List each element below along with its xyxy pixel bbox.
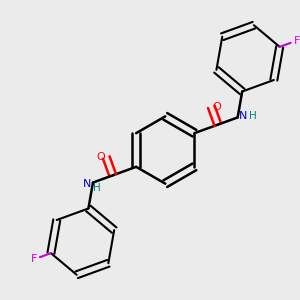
Text: O: O [212, 102, 221, 112]
Text: N: N [83, 179, 91, 189]
Text: N: N [239, 111, 248, 121]
Text: F: F [293, 36, 300, 46]
Text: O: O [97, 152, 105, 163]
Text: H: H [94, 182, 101, 193]
Text: F: F [31, 254, 37, 264]
Text: H: H [249, 111, 257, 121]
